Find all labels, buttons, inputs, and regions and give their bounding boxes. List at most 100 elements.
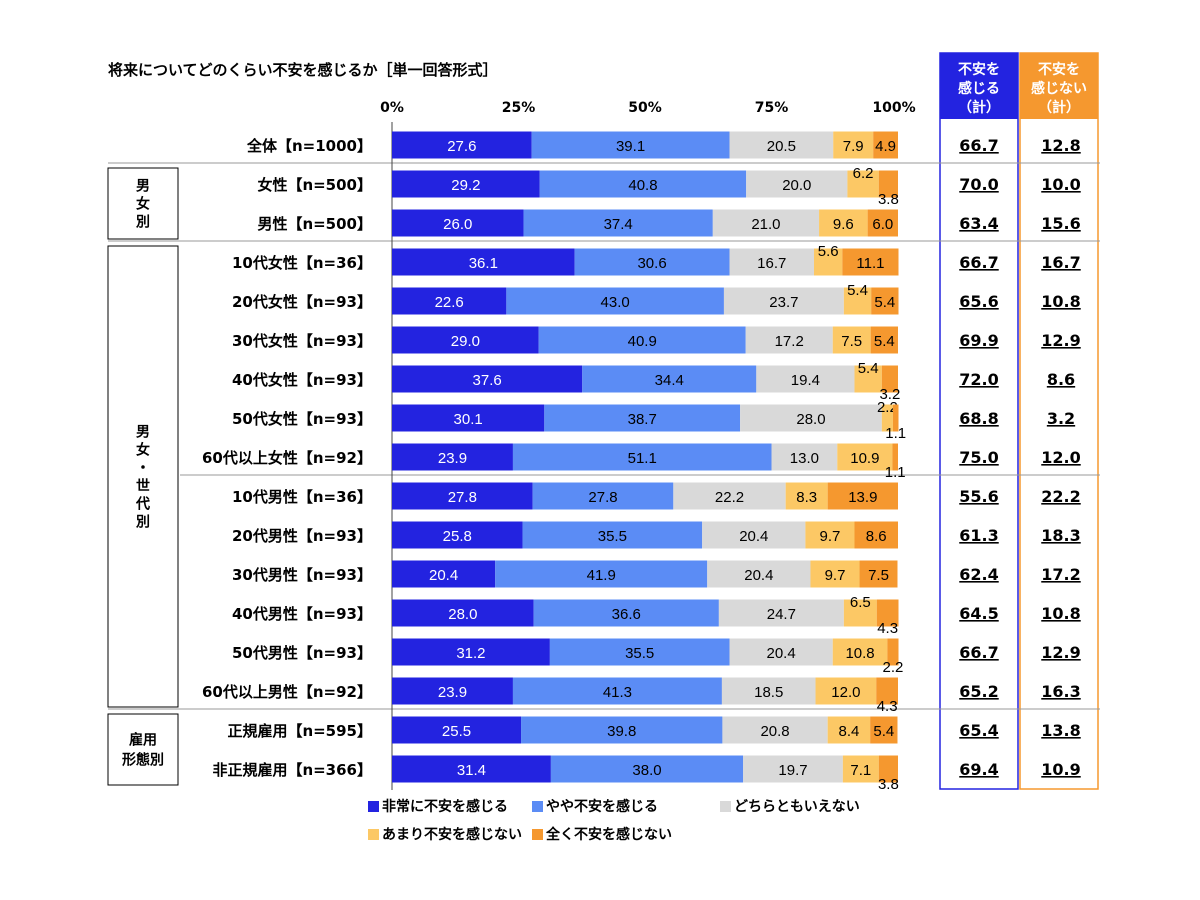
data-label: 6.2: [853, 165, 874, 182]
total-value: 65.6: [959, 292, 998, 311]
group-label: 代: [135, 496, 150, 513]
legend-label: 全く不安を感じない: [545, 826, 672, 843]
data-label: 4.3: [877, 698, 898, 715]
bar-segment: [810, 560, 860, 588]
data-label: 10.8: [845, 645, 874, 662]
legend-label: やや不安を感じる: [546, 798, 658, 815]
total-value: 16.7: [1041, 253, 1080, 272]
data-label: 37.6: [473, 372, 502, 389]
bar-segment: [756, 365, 855, 393]
data-label: 19.7: [778, 762, 807, 779]
total-value: 70.0: [959, 175, 998, 194]
data-label: 29.2: [451, 177, 480, 194]
total-value: 66.7: [959, 643, 998, 662]
total-column-header-text: 不安を: [1038, 61, 1080, 78]
data-label: 51.1: [628, 450, 657, 467]
group-label: 男: [136, 425, 150, 441]
bar-segment: [574, 248, 730, 276]
bar-segment: [495, 560, 708, 588]
total-column-header-text: （計）: [1038, 99, 1080, 116]
data-label: 30.1: [454, 411, 483, 428]
bar-segment: [854, 365, 882, 393]
total-value: 10.8: [1041, 604, 1080, 623]
tick-label: 0%: [380, 100, 404, 116]
bar-segment: [392, 326, 539, 354]
data-label: 10.9: [850, 450, 879, 467]
bar-segment: [743, 755, 843, 783]
data-label: 6.0: [872, 216, 893, 233]
data-label: 38.0: [632, 762, 661, 779]
data-label: 20.4: [429, 567, 458, 584]
bar-segment: [805, 521, 855, 549]
data-label: 40.9: [628, 333, 657, 350]
data-label: 3.8: [878, 776, 899, 793]
bar-segment: [881, 404, 893, 432]
bar-segment: [521, 716, 723, 744]
bar-segment: [843, 287, 872, 315]
legend-swatch: [532, 801, 543, 812]
data-label: 28.0: [448, 606, 477, 623]
data-label: 17.2: [775, 333, 804, 350]
legend-swatch: [368, 801, 379, 812]
category-label: 20代男性【n=93】: [232, 527, 372, 545]
data-label: 20.4: [739, 528, 768, 545]
bar-segment: [870, 716, 898, 744]
bar-segment: [842, 755, 879, 783]
bar-segment: [723, 287, 844, 315]
total-value: 18.3: [1041, 526, 1080, 545]
tick-label: 50%: [628, 100, 662, 116]
tick-label: 25%: [502, 100, 536, 116]
total-value: 63.4: [959, 214, 998, 233]
data-label: 3.8: [878, 191, 899, 208]
total-value: 64.5: [959, 604, 998, 623]
total-value: 75.0: [959, 448, 998, 467]
group-box: [107, 713, 179, 786]
bar-segment: [729, 248, 815, 276]
data-label: 7.1: [850, 762, 871, 779]
category-label: 女性【n=500】: [257, 176, 372, 194]
category-label: 30代男性【n=93】: [232, 566, 372, 584]
category-label: 60代以上女性【n=92】: [202, 449, 372, 467]
total-value: 12.8: [1041, 136, 1080, 155]
data-label: 36.1: [469, 255, 498, 272]
total-value: 13.8: [1041, 721, 1080, 740]
data-label: 31.2: [456, 645, 485, 662]
bar-segment: [878, 170, 898, 198]
bar-segment: [538, 326, 746, 354]
bar-segment: [582, 365, 757, 393]
bar-segment: [815, 677, 877, 705]
data-label: 11.1: [856, 255, 884, 272]
total-value: 10.9: [1041, 760, 1080, 779]
data-label: 38.7: [628, 411, 657, 428]
data-label: 27.8: [588, 489, 617, 506]
bar-segment: [712, 209, 820, 237]
bar-segment: [878, 755, 898, 783]
total-value: 69.9: [959, 331, 998, 350]
category-label: 60代以上男性【n=92】: [202, 683, 372, 701]
total-value: 15.6: [1041, 214, 1080, 233]
legend-label: どちらともいえない: [734, 799, 860, 815]
group-box: [107, 167, 179, 240]
bar-segment: [718, 599, 844, 627]
total-value: 65.2: [959, 682, 998, 701]
data-label: 27.8: [448, 489, 477, 506]
data-label: 5.6: [818, 243, 839, 260]
group-label: 別: [135, 515, 150, 531]
bar-segment: [881, 365, 898, 393]
data-label: 35.5: [598, 528, 627, 545]
data-label: 5.4: [847, 282, 868, 299]
group-box: [107, 245, 179, 708]
bar-segment: [707, 560, 811, 588]
bar-segment: [512, 677, 722, 705]
total-value: 62.4: [959, 565, 998, 584]
bar-segment: [892, 443, 898, 471]
group-label: ・: [136, 461, 150, 477]
bar-segment: [842, 248, 899, 276]
bar-segment: [392, 365, 583, 393]
data-label: 40.8: [628, 177, 657, 194]
data-label: 4.3: [877, 620, 898, 637]
data-label: 27.6: [447, 138, 476, 155]
bar-segment: [876, 677, 898, 705]
bar-segment: [740, 404, 882, 432]
